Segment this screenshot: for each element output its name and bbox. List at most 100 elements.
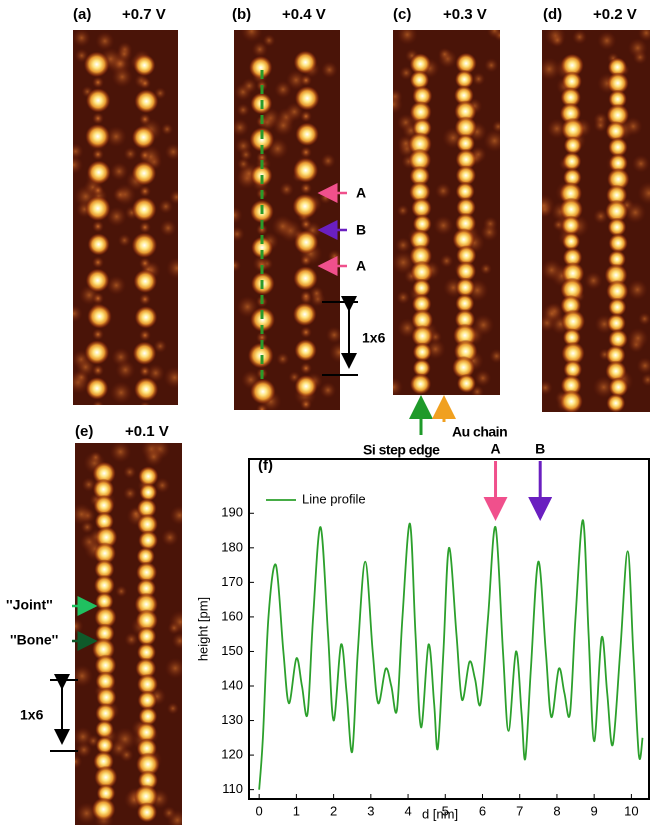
stm-atom xyxy=(92,220,104,233)
stm-atom xyxy=(607,250,626,269)
stm-atom xyxy=(294,339,317,362)
stm-atom xyxy=(139,185,151,198)
stm-atom xyxy=(456,133,475,153)
stm-atom xyxy=(93,494,115,516)
stm-atom xyxy=(94,606,117,629)
stm-texture xyxy=(262,34,276,47)
stm-atom xyxy=(95,526,118,549)
stm-atom xyxy=(412,358,431,378)
stm-atom xyxy=(300,398,312,410)
stm-texture xyxy=(637,181,650,205)
x-tick-label: 4 xyxy=(404,803,411,818)
stm-texture xyxy=(73,143,84,160)
bias-label: +0.2 V xyxy=(593,6,637,23)
stm-atom xyxy=(95,736,114,755)
stm-texture xyxy=(234,258,241,273)
stm-atom xyxy=(92,292,104,305)
stm-atom xyxy=(139,149,151,162)
stm-atom xyxy=(456,373,476,393)
panel-label: (d) xyxy=(543,6,562,23)
stm-atom xyxy=(412,214,432,234)
stm-image xyxy=(393,30,500,395)
stm-atom xyxy=(560,53,584,78)
stm-texture xyxy=(75,664,94,688)
stm-atom xyxy=(300,182,312,195)
line-chart: (f) d [nm] height [pm] 0 1 2 3 4 5 6 7 8 9 10 110 12… xyxy=(195,441,650,821)
stm-atom xyxy=(562,232,581,251)
stm-atom xyxy=(251,236,274,259)
stm-atom xyxy=(139,401,151,405)
x-tick-label: 3 xyxy=(367,803,374,818)
stm-atom xyxy=(256,151,268,164)
y-axis-label: height [pm] xyxy=(195,597,210,661)
stm-texture xyxy=(641,373,650,387)
stm-texture xyxy=(234,226,245,242)
stm-texture xyxy=(80,520,95,534)
stm-atom xyxy=(560,87,582,108)
stm-atom xyxy=(134,592,158,617)
stm-atom xyxy=(452,228,476,251)
x-tick-label: 1 xyxy=(293,803,300,818)
stm-texture xyxy=(106,275,127,296)
stm-texture xyxy=(593,208,609,225)
stm-atom xyxy=(256,223,268,236)
stm-atom xyxy=(454,100,477,123)
stm-atom xyxy=(455,52,477,75)
stm-texture xyxy=(395,237,412,254)
stm-content xyxy=(73,30,178,405)
stm-atom xyxy=(139,77,151,90)
stm-atom xyxy=(608,329,628,349)
stm-atom xyxy=(92,461,116,486)
y-tick-label: 180 xyxy=(221,539,243,554)
panel-label: (e) xyxy=(75,423,93,440)
stm-atom xyxy=(131,160,157,186)
stm-atom xyxy=(409,53,432,75)
stm-atom xyxy=(136,802,158,823)
stm-atom xyxy=(606,103,630,127)
annotation: 1x6 xyxy=(362,330,386,346)
stm-atom xyxy=(561,215,581,236)
stm-texture xyxy=(437,47,452,61)
stm-atom xyxy=(293,157,319,183)
y-tick-label: 120 xyxy=(221,747,243,762)
stm-texture xyxy=(399,65,414,81)
stm-atom xyxy=(562,247,583,268)
annotation: ''Joint'' xyxy=(6,597,53,613)
stm-texture xyxy=(75,754,83,769)
stm-atom xyxy=(292,302,317,327)
stm-atom xyxy=(409,165,430,187)
stm-texture xyxy=(166,702,180,715)
stm-atom xyxy=(135,609,158,632)
stm-texture xyxy=(146,363,165,383)
stm-texture xyxy=(75,503,93,526)
stm-texture xyxy=(489,348,500,364)
stm-texture xyxy=(154,477,171,494)
stm-atom xyxy=(454,69,474,89)
stm-atom xyxy=(455,148,477,170)
x-tick-label: 7 xyxy=(516,803,523,818)
legend-label: Line profile xyxy=(302,491,366,506)
stm-atom xyxy=(132,341,157,366)
x-axis-label: d [nm] xyxy=(422,806,458,821)
stm-texture xyxy=(319,381,337,399)
panel-label: (b) xyxy=(232,6,251,23)
stm-atom xyxy=(92,364,104,377)
annotation: ''Bone'' xyxy=(10,632,58,648)
stm-texture xyxy=(109,162,129,181)
stm-atom xyxy=(92,478,115,501)
stm-texture xyxy=(123,465,137,479)
stm-content xyxy=(542,30,650,412)
stm-atom xyxy=(455,277,476,298)
stm-atom xyxy=(300,290,312,303)
stm-atom xyxy=(454,309,476,330)
stm-image xyxy=(75,443,182,825)
stm-atom xyxy=(131,196,157,222)
stm-atom xyxy=(608,89,628,109)
stm-atom xyxy=(608,153,628,173)
stm-texture xyxy=(627,327,649,349)
stm-atom xyxy=(134,305,158,329)
stm-atom xyxy=(563,136,583,155)
stm-atom xyxy=(608,233,628,253)
stm-texture xyxy=(240,30,263,43)
stm-atom xyxy=(409,181,431,203)
